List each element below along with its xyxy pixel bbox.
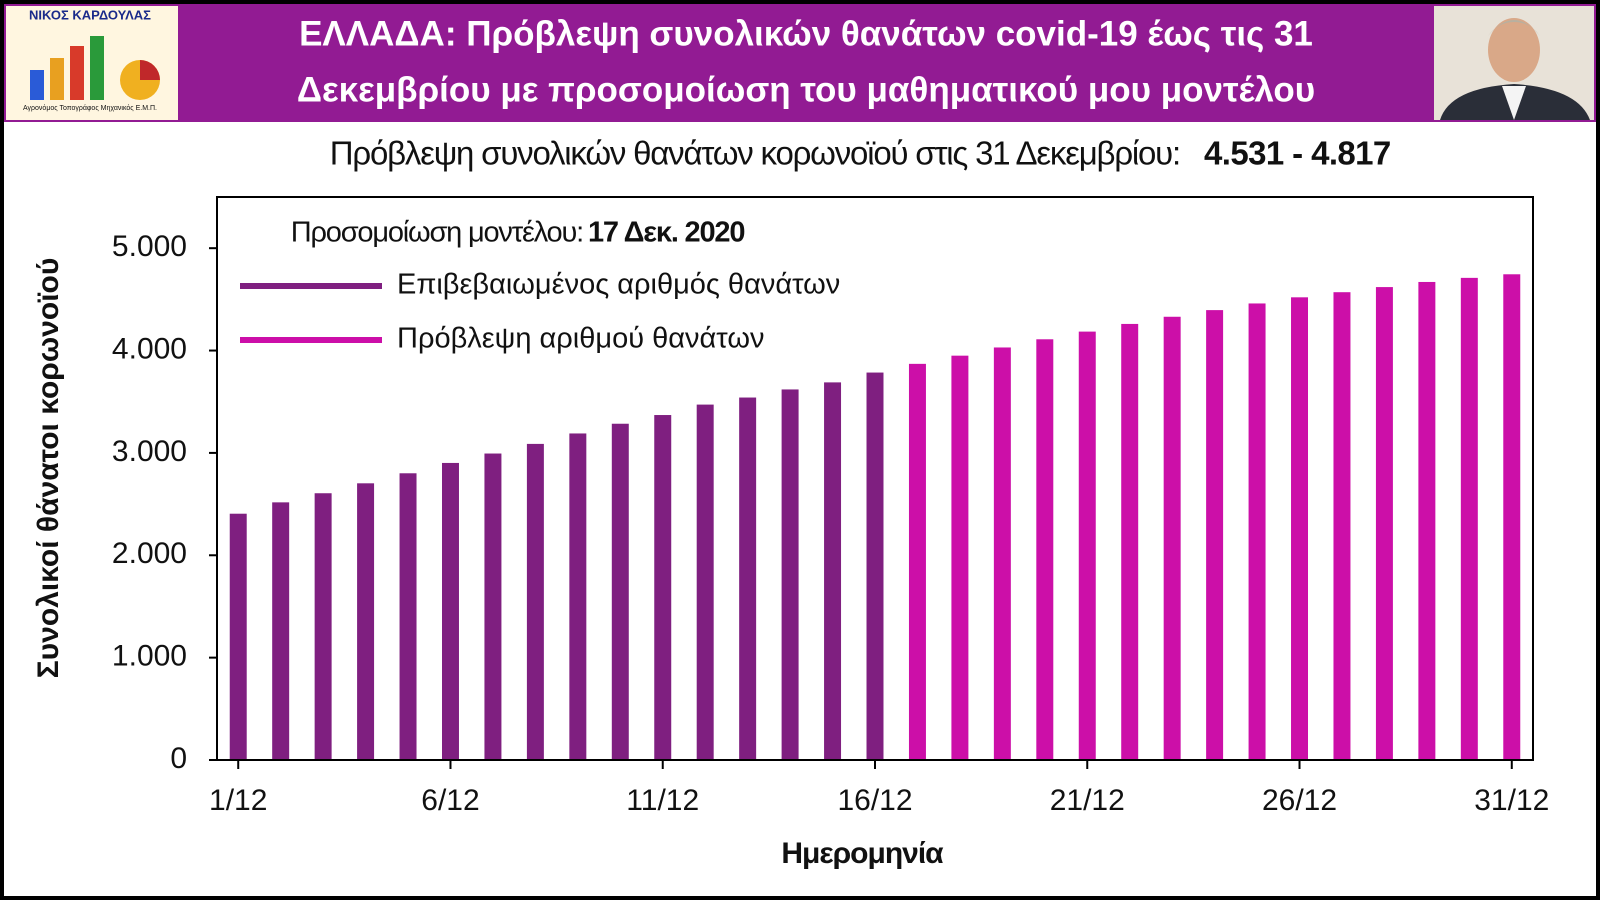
- y-tick-label: 0: [170, 742, 187, 775]
- bar: [739, 397, 757, 760]
- bar: [357, 483, 375, 760]
- legend-label: Επιβεβαιωμένος αριθμός θανάτων: [397, 269, 840, 301]
- y-tick-label: 4.000: [112, 332, 187, 365]
- bar: [484, 453, 502, 760]
- bar: [908, 363, 926, 760]
- bar: [569, 433, 587, 760]
- portrait-shirt: [1502, 86, 1526, 120]
- bar: [272, 502, 290, 760]
- bar: [1291, 297, 1309, 760]
- x-tick-label: 11/12: [626, 784, 699, 817]
- logo-bar: [30, 70, 44, 100]
- bar: [1375, 287, 1393, 760]
- bar: [1418, 281, 1436, 760]
- annotation-text: Προσομοίωση μοντέλου:: [291, 217, 583, 249]
- x-tick-label: 21/12: [1050, 784, 1125, 817]
- legend-label: Πρόβλεψη αριθμού θανάτων: [397, 323, 764, 355]
- bar: [526, 443, 544, 760]
- bar: [866, 372, 884, 760]
- y-tick-label: 5.000: [112, 230, 187, 263]
- x-tick-label: 1/12: [209, 784, 267, 817]
- bar: [314, 493, 332, 760]
- bar: [993, 347, 1011, 760]
- bar: [696, 404, 714, 760]
- annotation-date: 17 Δεκ. 2020: [588, 217, 744, 249]
- chart-title-line: Δεκεμβρίου με προσομοίωση του μαθηματικο…: [297, 70, 1315, 109]
- x-tick-label: 6/12: [421, 784, 479, 817]
- portrait-hair: [1488, 20, 1540, 36]
- portrait: [1434, 6, 1594, 120]
- subtitle: Πρόβλεψη συνολικών θανάτων κορωνοϊού στι…: [330, 135, 1180, 172]
- x-axis-title: Ημερομηνία: [781, 837, 944, 870]
- bar: [1121, 323, 1139, 760]
- bar: [399, 473, 417, 760]
- header-bar: [4, 4, 1596, 122]
- bar: [441, 462, 459, 760]
- bar: [1163, 316, 1181, 760]
- y-tick-label: 2.000: [112, 537, 187, 570]
- logo-pie-slice: [140, 60, 160, 80]
- logo: ΝΙΚΟΣ ΚΑΡΔΟΥΛΑΣ Αγρονόμος Τοπογράφος Μηχ…: [6, 6, 178, 120]
- logo-bar: [70, 46, 84, 100]
- bar: [1503, 274, 1521, 760]
- logo-caption: Αγρονόμος Τοπογράφος Μηχανικός Ε.Μ.Π.: [23, 104, 157, 112]
- bar: [824, 382, 842, 760]
- bar: [1248, 303, 1266, 760]
- chart-title-line: ΕΛΛΑΔΑ: Πρόβλεψη συνολικών θανάτων covid…: [299, 14, 1313, 53]
- logo-bar: [50, 58, 64, 100]
- bar: [1036, 339, 1054, 760]
- bar: [611, 423, 629, 760]
- x-tick-label: 31/12: [1474, 784, 1549, 817]
- y-axis-title: Συνολικοί θάνατοι κορωνοϊού: [32, 258, 65, 679]
- bar: [781, 389, 799, 760]
- plot-area: [216, 196, 1534, 761]
- y-tick-label: 1.000: [112, 640, 187, 673]
- bar: [1078, 331, 1096, 760]
- x-tick-label: 26/12: [1262, 784, 1337, 817]
- subtitle-range: 4.531 - 4.817: [1204, 135, 1391, 172]
- x-tick-label: 16/12: [837, 784, 912, 817]
- bar: [1460, 277, 1478, 760]
- y-tick-label: 3.000: [112, 435, 187, 468]
- portrait-face: [1488, 18, 1540, 82]
- bar: [229, 513, 247, 760]
- bar: [1333, 292, 1351, 760]
- bar: [951, 355, 969, 760]
- bar: [654, 415, 672, 760]
- bar: [1206, 310, 1224, 760]
- logo-name: ΝΙΚΟΣ ΚΑΡΔΟΥΛΑΣ: [29, 7, 151, 22]
- logo-bar: [90, 36, 104, 100]
